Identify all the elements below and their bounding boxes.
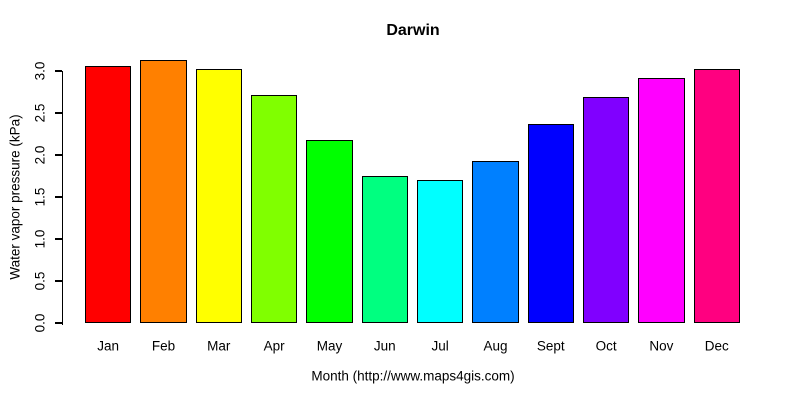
x-axis-label: Month (http://www.maps4gis.com) — [311, 368, 515, 384]
bar-may — [306, 139, 353, 323]
y-tick — [54, 322, 62, 324]
bar-jun — [361, 176, 408, 323]
x-tick-label-dec: Dec — [704, 338, 729, 354]
bar-apr — [250, 95, 298, 323]
y-tick — [54, 238, 62, 240]
y-tick-label-2.0: 2.0 — [32, 145, 48, 165]
x-tick-label-oct: Oct — [595, 338, 617, 354]
y-axis-label: Water vapor pressure (kPa) — [7, 114, 23, 280]
x-tick-label-may: May — [316, 338, 343, 354]
y-tick — [54, 280, 62, 282]
x-tick-label-sept: Sept — [536, 338, 565, 354]
bar-nov — [638, 77, 685, 323]
y-axis-line — [61, 71, 63, 325]
x-tick-label-apr: Apr — [263, 338, 285, 354]
y-tick — [54, 112, 62, 114]
bar-aug — [472, 160, 519, 323]
bar-oct — [582, 97, 630, 323]
bar-sept — [527, 123, 574, 323]
x-tick-label-nov: Nov — [649, 338, 674, 354]
y-tick-label-1.5: 1.5 — [32, 187, 48, 207]
bar-jan — [85, 65, 132, 323]
bar-mar — [195, 69, 242, 323]
y-tick-label-1.0: 1.0 — [32, 229, 48, 249]
x-tick-label-jun: Jun — [373, 338, 396, 354]
x-tick-label-mar: Mar — [207, 338, 231, 354]
x-tick-label-feb: Feb — [151, 338, 176, 354]
bar-feb — [140, 60, 187, 323]
y-tick — [54, 70, 62, 72]
y-tick-label-3.0: 3.0 — [32, 61, 48, 81]
y-tick-label-2.5: 2.5 — [32, 103, 48, 123]
bar-dec — [693, 69, 740, 323]
x-tick-label-aug: Aug — [483, 338, 508, 354]
chart-title: Darwin — [386, 22, 440, 39]
y-tick — [54, 154, 62, 156]
y-tick — [54, 196, 62, 198]
y-tick-label-0.5: 0.5 — [32, 271, 48, 291]
x-tick-label-jul: Jul — [431, 338, 449, 354]
x-tick-label-jan: Jan — [97, 338, 120, 354]
y-tick-label-0.0: 0.0 — [32, 313, 48, 333]
bar-jul — [416, 180, 464, 323]
